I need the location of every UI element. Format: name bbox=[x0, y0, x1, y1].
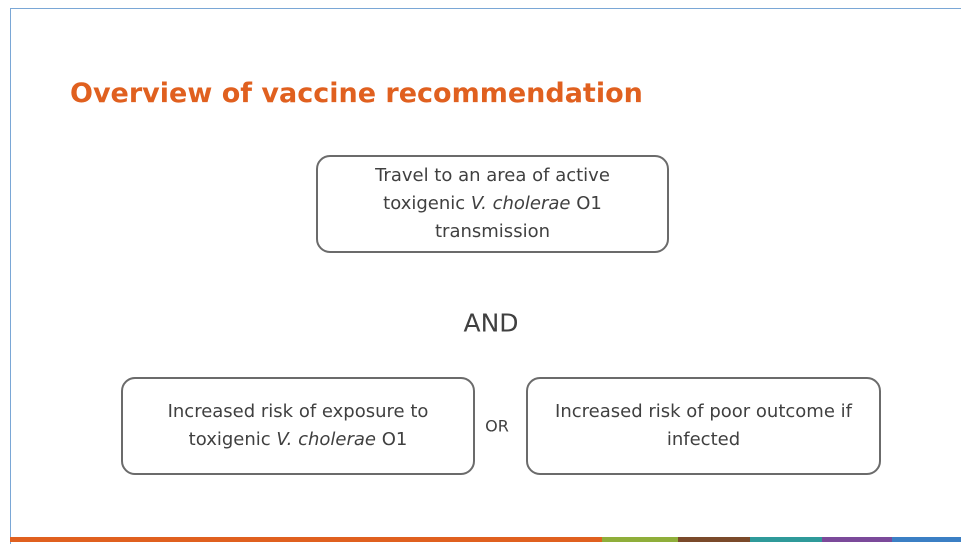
italic-text: V. cholerae bbox=[276, 429, 376, 450]
footer-bar bbox=[602, 537, 678, 542]
slide-border bbox=[10, 8, 961, 544]
footer-bar bbox=[892, 537, 961, 542]
text: O1 transmission bbox=[435, 193, 602, 242]
footer-bar bbox=[822, 537, 892, 542]
node-box: Increased risk of exposure to toxigenic … bbox=[121, 377, 475, 475]
text: Increased risk of poor outcome if infect… bbox=[555, 401, 852, 450]
and-connector: AND bbox=[463, 308, 519, 338]
node-box: Travel to an area of active toxigenic V.… bbox=[316, 155, 669, 253]
node-text: Increased risk of poor outcome if infect… bbox=[542, 398, 865, 454]
slide-title: Overview of vaccine recommendation bbox=[70, 78, 643, 109]
footer-bar bbox=[750, 537, 822, 542]
footer-bar bbox=[10, 537, 602, 542]
text: Travel to an area of active toxigenic bbox=[375, 165, 610, 214]
or-connector: OR bbox=[485, 416, 509, 436]
text: Increased risk of exposure to toxigenic bbox=[167, 401, 429, 450]
node-box: Increased risk of poor outcome if infect… bbox=[526, 377, 881, 475]
footer-bar bbox=[678, 537, 750, 542]
text: O1 bbox=[375, 429, 408, 450]
node-text: Travel to an area of active toxigenic V.… bbox=[340, 162, 645, 246]
italic-text: V. cholerae bbox=[470, 193, 571, 214]
node-text: Increased risk of exposure to toxigenic … bbox=[151, 398, 445, 454]
